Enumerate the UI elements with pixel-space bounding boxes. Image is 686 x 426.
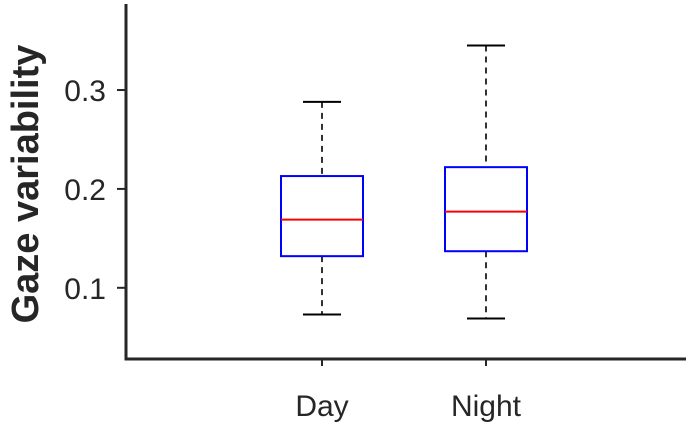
axes bbox=[124, 4, 686, 361]
interquartile-box bbox=[444, 166, 528, 253]
y-ticks: 0.1 0.2 0.3 bbox=[64, 75, 126, 306]
x-ticks: Day Night bbox=[295, 359, 522, 423]
box-night bbox=[444, 44, 528, 320]
box-day bbox=[280, 100, 364, 316]
y-axis-label: Gaze variability bbox=[5, 45, 47, 324]
y-tick-label: 0.3 bbox=[64, 75, 106, 108]
y-tick-label: 0.2 bbox=[64, 174, 106, 207]
y-tick-label: 0.1 bbox=[64, 273, 106, 306]
boxes bbox=[280, 44, 528, 320]
interquartile-box bbox=[280, 175, 364, 258]
x-tick-label: Night bbox=[451, 390, 522, 423]
x-tick-label: Day bbox=[295, 390, 348, 423]
